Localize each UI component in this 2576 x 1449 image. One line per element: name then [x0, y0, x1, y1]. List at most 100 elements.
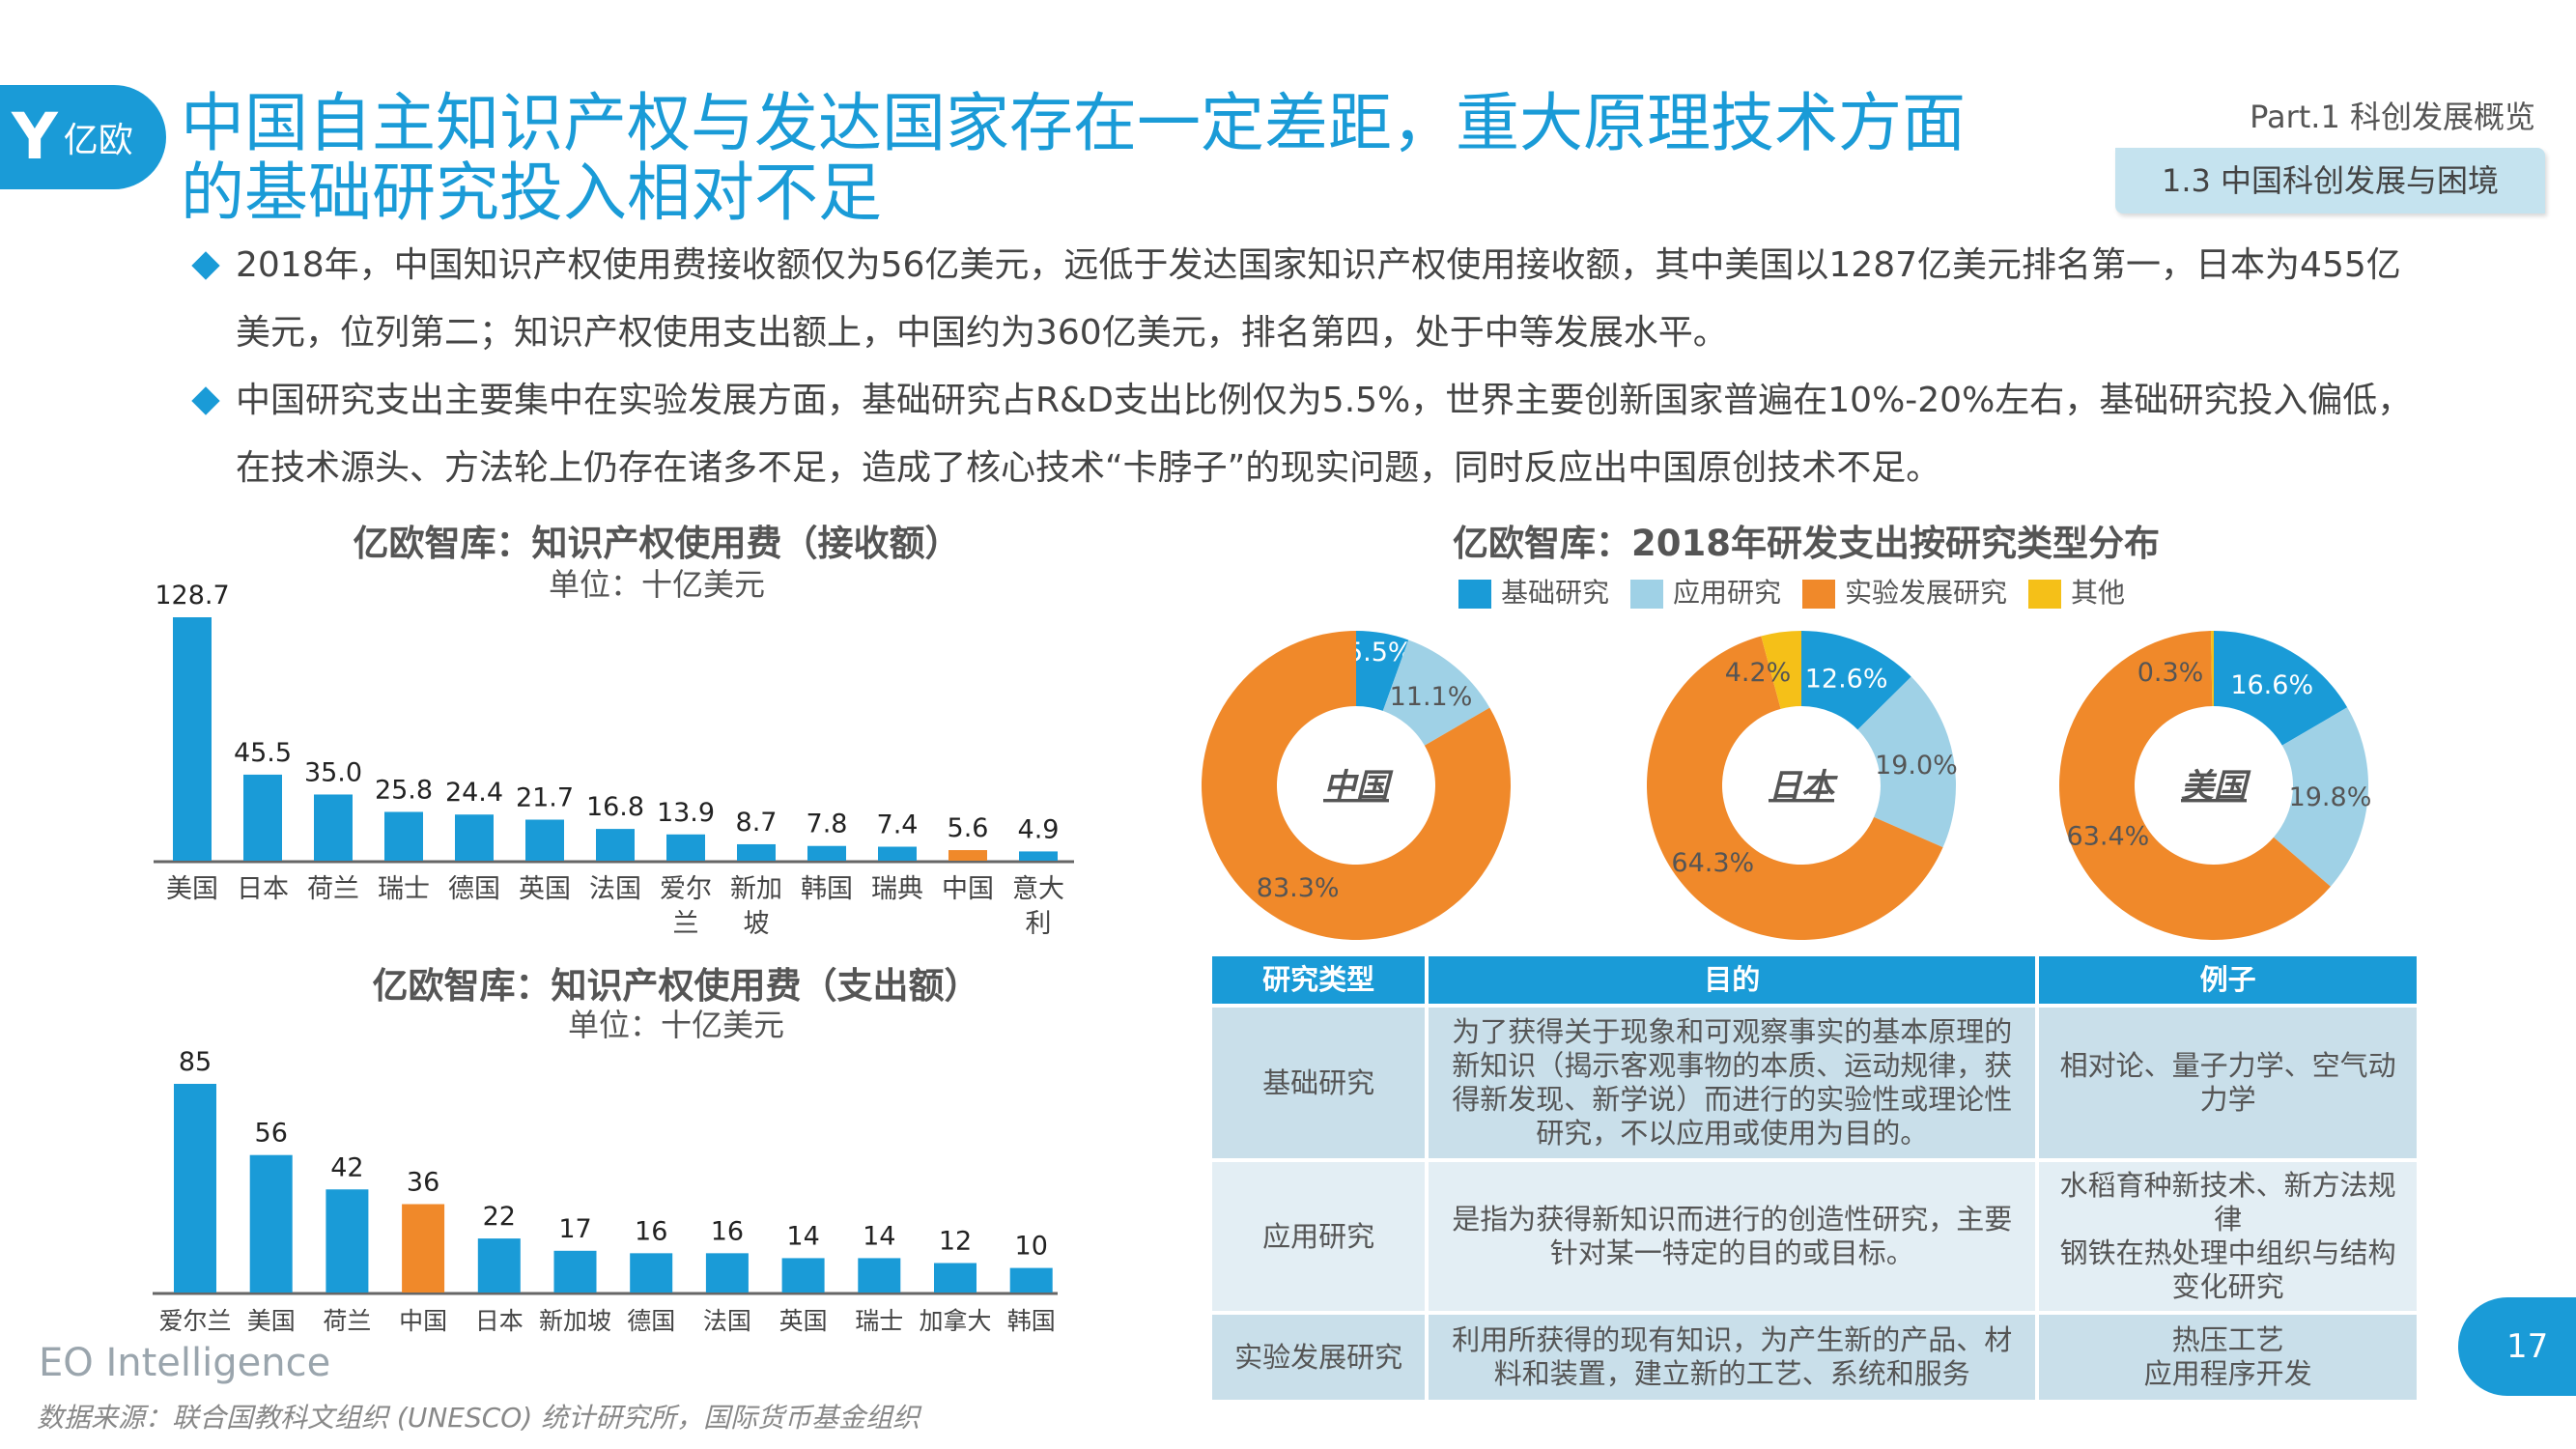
slice-label: 83.3% [1257, 873, 1340, 903]
data-label: 21.7 [516, 783, 574, 813]
donut-center-label: 日本 [1769, 767, 1838, 806]
slice-label: 19.8% [2289, 782, 2372, 812]
category-label: 瑞士 [378, 874, 430, 904]
data-label: 16 [635, 1216, 667, 1246]
table-header: 研究类型 [1207, 952, 1430, 1008]
bar [858, 1258, 901, 1293]
donut-center-label: 美国 [2181, 767, 2251, 806]
category-label: 德国 [627, 1307, 675, 1335]
slice-label: 4.2% [1725, 658, 1792, 688]
bar [807, 845, 846, 861]
data-label: 7.4 [877, 810, 919, 840]
bar [737, 843, 776, 861]
data-label: 14 [786, 1221, 819, 1251]
donut-slice [2214, 631, 2348, 746]
data-label: 128.7 [155, 581, 229, 611]
page-title: 中国自主知识产权与发达国家存在一定差距，重大原理技术方面的基础研究投入相对不足 [181, 86, 1966, 230]
chart1-subtitle: 单位：十亿美元 [548, 566, 765, 603]
data-label: 4.9 [1018, 814, 1060, 844]
logo: Y 亿欧 [0, 85, 166, 189]
donut-charts: 5.5%11.1%83.3%中国12.6%19.0%64.3%4.2%日本16.… [1202, 631, 2372, 940]
category-label: 利 [1026, 909, 1052, 939]
source-note: 数据来源：联合国教科文组织 (UNESCO) 统计研究所，国际货币基金组织 [37, 1402, 920, 1434]
chart2-subtitle: 单位：十亿美元 [567, 1007, 784, 1043]
data-label: 36 [407, 1168, 439, 1198]
slice-label: 12.6% [1805, 664, 1888, 694]
data-label: 8.7 [736, 808, 778, 838]
donut-slice [1857, 676, 1956, 848]
category-label: 中国 [942, 874, 994, 904]
bar [249, 1154, 293, 1293]
data-label: 17 [558, 1214, 591, 1244]
donut-slice [2273, 707, 2368, 887]
chart2-title: 亿欧智库：知识产权使用费（支出额） [372, 965, 980, 1007]
table-row: 应用研究 是指为获得新知识而进行的创造性研究，主要针对某一特定的目的或目标。 水稻育… [1207, 1158, 2420, 1315]
payments-bar-chart: 85 爱尔兰 56 美国 42 荷兰 36 中国 22 日本 17 新加坡 16 德国 16 法国 14 英国 14… [153, 1047, 1058, 1335]
data-label: 7.8 [807, 810, 848, 839]
part-label: Part.1 科创发展概览 [2250, 99, 2535, 135]
slice-label: 19.0% [1875, 751, 1958, 781]
category-label: 新加坡 [539, 1307, 611, 1335]
bar [934, 1263, 977, 1293]
category-label: 坡 [744, 909, 770, 939]
bar [477, 1238, 521, 1293]
donut-slice [1647, 636, 1943, 940]
category-label: 美国 [166, 874, 218, 904]
category-label: 意大 [1012, 874, 1064, 904]
data-label: 45.5 [234, 738, 292, 768]
data-label: 16 [711, 1216, 744, 1246]
data-label: 22 [483, 1202, 516, 1232]
bullet-text: 2018年，中国知识产权使用费接收额仅为56亿美元，远低于发达国家知识产权使用接… [236, 245, 2401, 353]
data-label: 12 [939, 1227, 972, 1257]
category-label: 兰 [673, 909, 699, 939]
slice-label: 16.6% [2230, 670, 2313, 700]
bar [781, 1258, 825, 1293]
bar [1019, 851, 1058, 861]
brand-text: EO Intelligence [39, 1341, 331, 1385]
chart3-title: 亿欧智库：2018年研发支出按研究类型分布 [1453, 523, 2160, 564]
data-label: 42 [330, 1152, 363, 1182]
bar [243, 774, 282, 861]
bar [878, 846, 917, 861]
category-label: 新加 [730, 874, 782, 904]
data-label: 24.4 [445, 778, 503, 808]
page-number: 17 [2458, 1297, 2576, 1396]
donut-slice [1356, 631, 1409, 711]
logo-text: 亿欧 [63, 121, 133, 160]
receipts-bar-chart: 128.7 美国 45.5 日本 35.0 荷兰 25.8 瑞士 24.4 德国 21.7 英国 16.… [154, 581, 1074, 939]
category-label: 中国 [399, 1307, 447, 1335]
bullet-text: 中国研究支出主要集中在实验发展方面，基础研究占R&D支出比例仅为5.5%，世界主… [236, 381, 2413, 488]
legend-item: 应用研究 [1630, 572, 1781, 611]
data-label: 10 [1015, 1232, 1048, 1262]
bar [596, 829, 635, 861]
bar [1009, 1267, 1053, 1293]
category-label: 瑞士 [855, 1307, 903, 1335]
bar [630, 1253, 673, 1293]
chart1-title: 亿欧智库：知识产权使用费（接收额） [353, 523, 961, 564]
table-header: 目的 [1425, 952, 2040, 1008]
category-label: 德国 [448, 874, 500, 904]
data-label: 25.8 [375, 775, 433, 805]
category-label: 日本 [475, 1307, 524, 1335]
bar [705, 1253, 749, 1293]
bar [326, 1189, 369, 1293]
category-label: 韩国 [1007, 1307, 1056, 1335]
donut-slice [1382, 639, 1490, 746]
bar [384, 811, 423, 861]
table-header: 例子 [2035, 952, 2420, 1008]
data-label: 56 [255, 1119, 288, 1149]
category-label: 加拿大 [919, 1307, 991, 1335]
bar [666, 834, 705, 861]
data-label: 85 [179, 1047, 212, 1077]
category-label: 法国 [589, 874, 641, 904]
slice-label: 63.4% [2067, 821, 2150, 851]
donut-slice [1761, 631, 1801, 709]
legend-item: 基础研究 [1458, 572, 1609, 611]
category-label: 瑞典 [871, 874, 923, 904]
category-label: 英国 [519, 874, 571, 904]
table-row: 基础研究 为了获得关于现象和可观察事实的基本原理的新知识（揭示客观事物的本质、运动… [1207, 1004, 2420, 1162]
category-label: 荷兰 [307, 874, 359, 904]
research-type-table: 研究类型 目的 例子 基础研究 为了获得关于现象和可观察事实的基本原理的新知识（揭示客… [1207, 952, 2420, 1404]
donut-center-label: 中国 [1323, 767, 1394, 806]
logo-icon: Y [12, 99, 58, 174]
